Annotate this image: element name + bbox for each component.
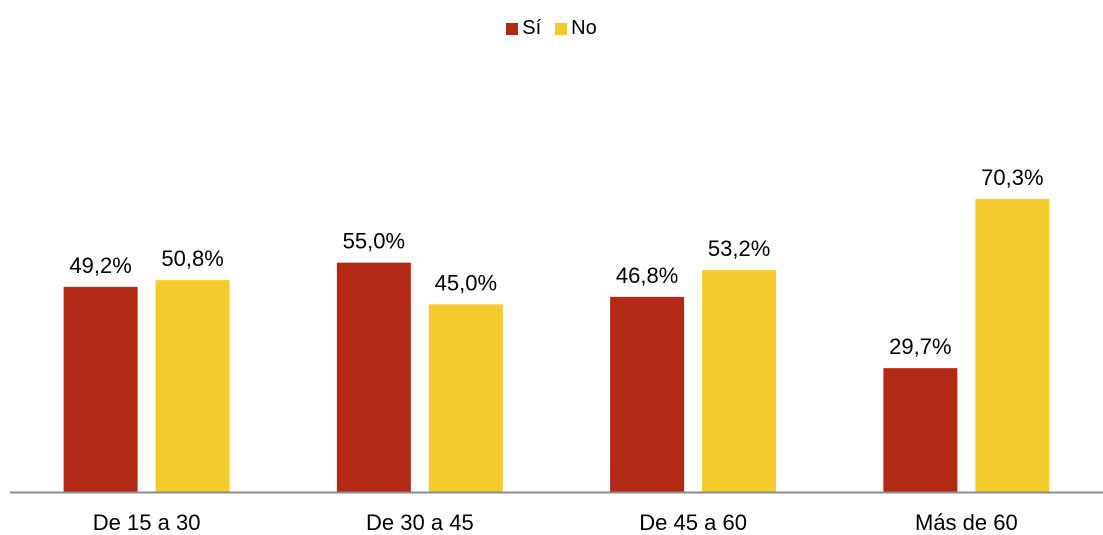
data-label-no-1: 50,8% [161,246,223,271]
data-label-si-1: 49,2% [69,253,131,278]
data-label-si-3: 46,8% [616,263,678,288]
legend-label-no: No [571,17,597,39]
bar-si-3 [610,296,685,492]
bar-no-2 [428,304,503,492]
x-tick-label-2: De 30 a 45 [366,510,474,535]
data-label-si-2: 55,0% [343,229,405,254]
x-tick-label-4: Más de 60 [915,510,1018,535]
bar-si-4 [883,368,958,492]
legend-item-si: Sí [506,17,541,40]
legend-item-no: No [555,17,597,40]
bar-no-4 [975,198,1050,492]
x-tick-label-3: De 45 a 60 [639,510,747,535]
legend-label-si: Sí [522,17,542,39]
bar-no-3 [702,270,777,492]
bar-si-2 [336,262,411,492]
legend-swatch-no [555,22,568,35]
data-label-si-4: 29,7% [889,334,951,359]
data-label-no-4: 70,3% [981,165,1043,190]
data-label-no-2: 45,0% [435,270,497,295]
x-tick-label-1: De 15 a 30 [93,510,201,535]
chart-legend: Sí No [0,17,1103,40]
legend-swatch-si [506,22,519,35]
bar-si-1 [63,286,138,492]
data-label-no-3: 53,2% [708,236,770,261]
bar-no-1 [155,280,230,492]
